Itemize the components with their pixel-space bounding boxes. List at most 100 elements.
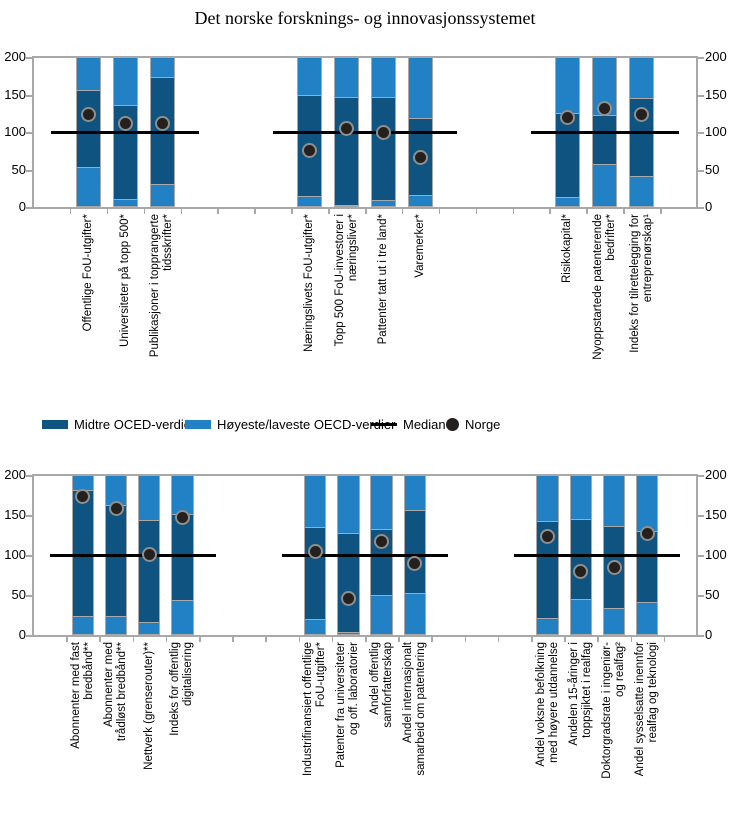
norway-dot bbox=[606, 559, 622, 575]
x-axis-label: Andel offentlig samforfatterskap bbox=[368, 642, 394, 728]
y-tick-right bbox=[697, 132, 704, 134]
x-axis-label: Abonnenter med fast bredbånd** bbox=[69, 642, 95, 749]
legend-item-median: Median bbox=[371, 411, 446, 437]
norway-dot bbox=[573, 564, 589, 580]
y-tick-right bbox=[697, 475, 704, 477]
x-axis-label: Indeks for offentlig digitalisering bbox=[169, 642, 195, 736]
legend-label-mid-oecd: Midtre OCED-verdier bbox=[74, 416, 196, 432]
y-tick-left bbox=[26, 57, 33, 59]
norway-dot bbox=[75, 489, 91, 505]
y-tick-label-left: 150 bbox=[4, 86, 26, 102]
y-tick-label-left: 200 bbox=[4, 49, 26, 64]
x-tick bbox=[106, 209, 109, 214]
x-tick bbox=[623, 209, 625, 214]
y-tick-left bbox=[26, 207, 33, 209]
x-tick bbox=[586, 209, 588, 214]
legend: Midtre OCED-verdier Høyeste/laveste OECD… bbox=[0, 411, 730, 437]
y-tick-label-left: 150 bbox=[4, 507, 26, 522]
x-tick bbox=[132, 637, 135, 642]
range-oecd-swatch bbox=[185, 419, 211, 429]
norway-dot bbox=[412, 150, 428, 165]
median-line-swatch bbox=[371, 422, 397, 426]
y-tick-label-right: 150 bbox=[705, 86, 727, 102]
median-line bbox=[51, 130, 199, 134]
x-axis bbox=[32, 207, 698, 209]
y-tick-right bbox=[697, 595, 704, 597]
x-axis-label: Publikasjoner i topprangerte tidsskrifte… bbox=[149, 214, 175, 358]
x-axis-label: Næringslivets FoU-utgifter* bbox=[303, 214, 316, 353]
x-tick bbox=[99, 637, 101, 642]
norway-dot bbox=[639, 525, 655, 541]
x-tick bbox=[265, 637, 267, 642]
x-tick bbox=[232, 637, 234, 642]
x-tick bbox=[199, 637, 201, 642]
x-tick bbox=[512, 209, 515, 214]
y-tick-label-left: 100 bbox=[4, 547, 26, 562]
y-tick-right bbox=[697, 515, 704, 517]
x-tick bbox=[291, 209, 293, 214]
x-axis-label: Varemerker* bbox=[413, 214, 426, 278]
y-tick-left bbox=[26, 595, 33, 597]
norway-dot bbox=[374, 533, 390, 549]
x-axis-label: Patenter fra universiteter og off. labor… bbox=[335, 642, 361, 768]
median-line bbox=[514, 553, 681, 557]
norway-dot bbox=[560, 109, 576, 125]
x-tick bbox=[298, 637, 301, 642]
bar-oecd-mid bbox=[536, 521, 559, 619]
legend-label-range-oecd: Høyeste/laveste OECD-verdier bbox=[217, 416, 396, 432]
x-tick bbox=[663, 637, 666, 642]
x-axis-label: Risikokapital* bbox=[561, 214, 574, 284]
x-axis-label: Topp 500 FoU-investorer i næringsliver* bbox=[333, 214, 359, 347]
norway-dot bbox=[154, 116, 170, 132]
x-axis-label: Andel voksne befolkning med høyere utdan… bbox=[534, 642, 560, 767]
median-line bbox=[272, 130, 458, 134]
x-tick bbox=[475, 209, 478, 214]
y-tick-label-left: 50 bbox=[11, 161, 26, 177]
median-line bbox=[531, 130, 679, 134]
bar-oecd-mid bbox=[569, 519, 593, 600]
legend-item-norge: Norge bbox=[446, 411, 500, 437]
bar-oecd-mid bbox=[592, 114, 618, 165]
y-tick-label-left: 0 bbox=[18, 627, 26, 642]
x-tick bbox=[549, 209, 551, 214]
y-tick-left bbox=[26, 94, 33, 97]
norway-dot bbox=[634, 106, 650, 122]
y-tick-label-right: 150 bbox=[705, 507, 727, 522]
x-axis-label: Pattenter tatt ut i tre land* bbox=[376, 214, 389, 345]
y-tick-right bbox=[697, 635, 704, 637]
bar-oecd-mid bbox=[171, 514, 194, 601]
legend-item-range-oecd: Høyeste/laveste OECD-verdier bbox=[185, 411, 395, 437]
median-line bbox=[282, 553, 448, 557]
legend-label-median: Median bbox=[403, 416, 446, 432]
x-tick bbox=[597, 637, 599, 642]
x-tick bbox=[365, 637, 367, 642]
x-axis-label: Doktorgradsrate i ingeniør- og realfag² bbox=[601, 642, 626, 779]
legend-label-norge: Norge bbox=[465, 416, 501, 432]
x-tick bbox=[531, 637, 533, 642]
x-tick bbox=[69, 209, 72, 214]
bar-oecd-mid bbox=[137, 519, 161, 623]
y-tick-label-right: 200 bbox=[705, 467, 727, 482]
x-tick bbox=[464, 637, 467, 642]
y-tick-label-right: 50 bbox=[705, 161, 720, 177]
x-axis-label: Andel internasjonalt samarbeid om patent… bbox=[401, 642, 427, 776]
y-tick-right bbox=[697, 207, 704, 209]
x-tick bbox=[143, 209, 146, 214]
y-tick-left bbox=[26, 132, 33, 134]
bar-oecd-mid bbox=[104, 504, 128, 618]
y-axis-left bbox=[32, 57, 34, 208]
y-tick-label-left: 100 bbox=[4, 124, 26, 139]
norway-dot bbox=[307, 544, 323, 560]
x-axis-label: Andelen 15-åringer i toppsjiktet i realf… bbox=[567, 642, 593, 746]
y-tick-left bbox=[26, 515, 33, 517]
bar-oecd-mid bbox=[403, 510, 427, 595]
chart-title: Det norske forsknings- og innovasjonssys… bbox=[194, 8, 536, 28]
x-axis-label: Industrifinansiert offentlige FoU-utgift… bbox=[302, 642, 328, 777]
y-tick-label-left: 0 bbox=[18, 199, 26, 214]
x-tick bbox=[254, 209, 256, 214]
bar-oecd-mid bbox=[75, 90, 101, 168]
bar-oecd-mid bbox=[337, 533, 360, 633]
x-tick bbox=[630, 637, 633, 642]
x-axis-label: Andel sysselsatte inennfor realfag og te… bbox=[634, 642, 660, 777]
